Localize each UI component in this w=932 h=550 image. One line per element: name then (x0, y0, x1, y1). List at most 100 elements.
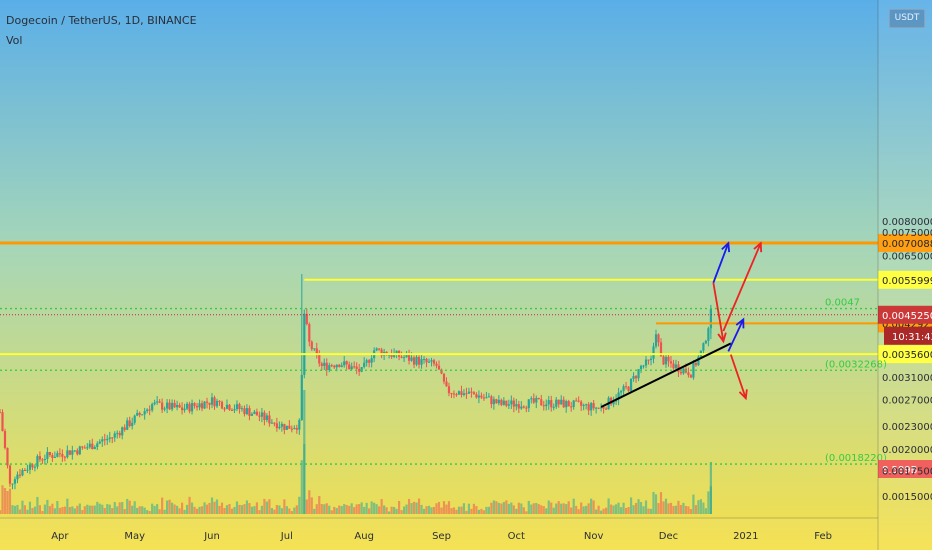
candle-body (133, 415, 136, 423)
volume-bar (445, 504, 448, 514)
volume-bar (510, 502, 513, 514)
candle-body (575, 400, 578, 402)
price-label: 0.0055999 (882, 276, 932, 287)
candle-body (180, 407, 184, 411)
volume-bar (482, 510, 485, 514)
candle-body (535, 397, 538, 403)
volume-bar (415, 502, 418, 514)
volume-bar (298, 496, 301, 514)
candle-body (590, 403, 593, 411)
candle-body (619, 391, 623, 393)
volume-bar (18, 509, 22, 514)
volume-bar (487, 506, 490, 514)
volume-bar (627, 507, 630, 514)
price-label-box (878, 345, 932, 364)
candle-body (113, 433, 116, 438)
volume-bar (41, 510, 44, 514)
candle-body (480, 395, 483, 398)
candle-body (203, 401, 206, 409)
candle-body (380, 349, 383, 356)
candle-body (432, 360, 436, 364)
candle-body (230, 409, 234, 411)
volume-bar (270, 508, 273, 514)
volume-bar (36, 496, 39, 514)
candle-body (141, 414, 144, 416)
candle-body (370, 358, 373, 363)
price-label-box (878, 233, 932, 252)
candle-body (520, 406, 523, 409)
volume-bar (507, 503, 510, 514)
candle-body (240, 408, 244, 410)
volume-bar (280, 508, 283, 514)
volume-bar (61, 507, 64, 514)
volume-bar (402, 506, 406, 514)
volume-bar (123, 509, 126, 514)
candle-body (48, 451, 51, 456)
candle-body (198, 403, 201, 408)
candle-body (600, 407, 603, 409)
volume-bar (550, 502, 553, 514)
candle-body (228, 404, 231, 410)
volume-bar (497, 502, 500, 514)
volume-bar (694, 505, 698, 514)
volume-bar (28, 501, 32, 514)
volume-bar (46, 499, 49, 514)
volume-bar (612, 505, 615, 514)
candle-body (265, 415, 268, 421)
volume-bar (91, 505, 94, 514)
candle-body (253, 411, 256, 414)
candle-body (205, 401, 209, 403)
volume-bar (644, 500, 648, 514)
volume-bar (707, 491, 710, 514)
candle-body (612, 401, 615, 405)
volume-bar (515, 508, 518, 514)
candle-body (637, 368, 640, 379)
candle-body (298, 420, 301, 430)
candle-body (530, 398, 533, 400)
volume-bar (455, 509, 458, 514)
volume-bar (552, 507, 555, 514)
volume-bar (632, 505, 635, 514)
candle-body (268, 415, 271, 424)
candle-body (8, 465, 12, 484)
candle-body (540, 399, 543, 406)
x-tick-label: Aug (354, 531, 374, 542)
candle-body (173, 402, 176, 408)
volume-bar (557, 501, 560, 514)
candle-body (662, 356, 665, 365)
candle-body (18, 474, 22, 476)
volume-bar (500, 503, 503, 514)
volume-bar (330, 510, 333, 514)
candle-body (153, 402, 156, 405)
candle-body (280, 423, 283, 427)
volume-bar (275, 504, 278, 514)
volume-bar (245, 500, 249, 514)
candle-body (555, 399, 558, 407)
candle-body (343, 361, 346, 366)
volume-bar (353, 507, 356, 514)
candle-body (26, 469, 29, 471)
volume-bar (417, 498, 421, 514)
arrow-head (753, 241, 763, 253)
volume-bar (106, 504, 109, 514)
candle-body (318, 354, 321, 364)
volume-bar (422, 508, 426, 514)
volume-bar (198, 506, 201, 514)
currency-badge[interactable]: USDT (889, 9, 925, 28)
volume-bar (343, 504, 346, 514)
volume-bar (602, 508, 605, 514)
candle-body (101, 439, 104, 442)
candle-body (402, 357, 406, 359)
volume-bar (385, 507, 388, 514)
candle-body (148, 409, 151, 411)
candle-body (350, 366, 353, 370)
candle-body (58, 453, 61, 455)
x-tick-label: Sep (432, 531, 451, 542)
volume-bar (697, 500, 700, 514)
candle-body (88, 443, 91, 448)
candle-body (545, 404, 548, 407)
candle-body (41, 459, 44, 461)
candle-body (218, 400, 221, 402)
volume-bar (522, 507, 525, 514)
